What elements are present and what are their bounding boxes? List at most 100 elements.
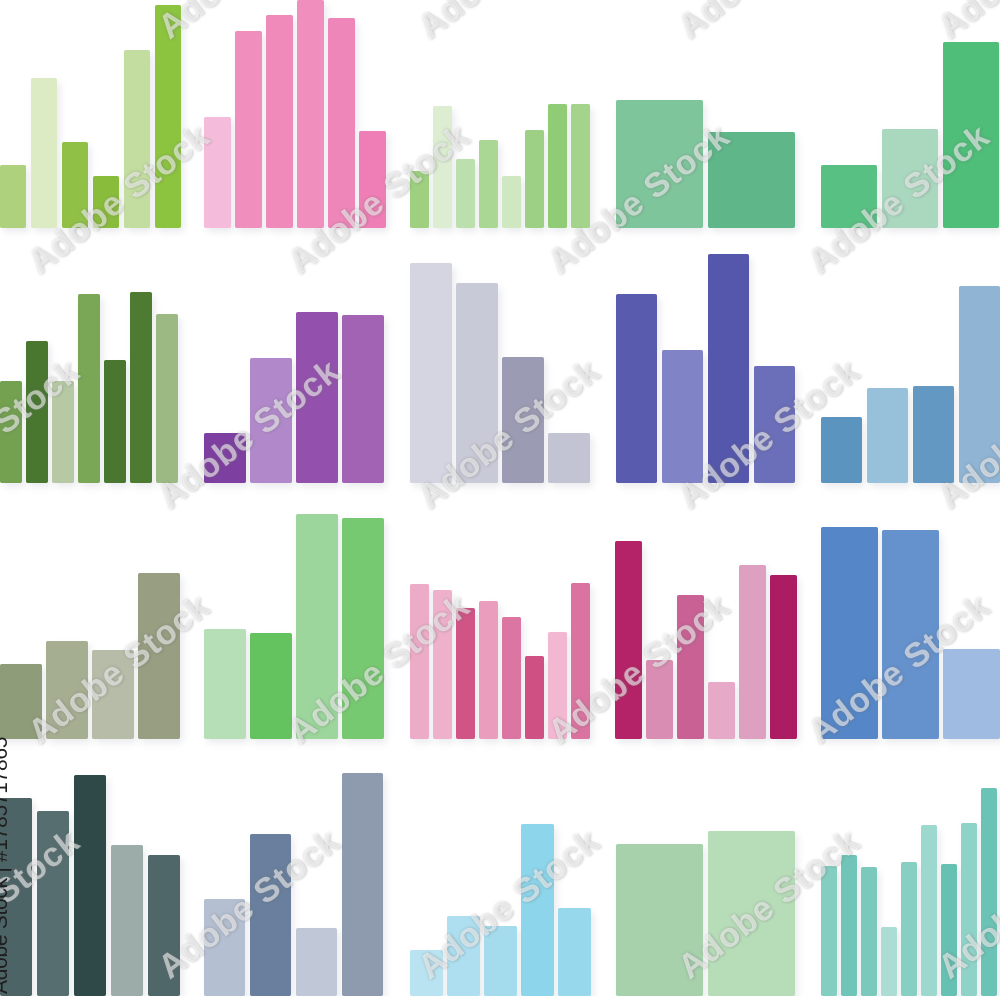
bar [821, 417, 862, 483]
bar [961, 823, 977, 996]
bar [548, 632, 567, 739]
bar [677, 595, 704, 739]
bar [155, 5, 181, 228]
bar [861, 867, 877, 996]
bar [52, 381, 74, 483]
bar [410, 950, 443, 996]
bar [296, 514, 338, 739]
bar [901, 862, 917, 996]
bar [941, 864, 957, 996]
bar [479, 601, 498, 739]
bar [111, 845, 143, 996]
bar [342, 773, 383, 996]
bar [882, 530, 939, 739]
bar [921, 825, 937, 996]
bar [156, 314, 178, 483]
bar [882, 129, 938, 228]
bar [708, 132, 795, 228]
bar [525, 130, 544, 228]
bar [130, 292, 152, 483]
bar [410, 263, 452, 483]
bar [266, 15, 293, 228]
teal-wide-chart [616, 0, 795, 228]
bar [92, 650, 134, 739]
bar [616, 294, 657, 483]
bar [296, 928, 337, 996]
bar [821, 165, 877, 228]
bar [447, 916, 480, 996]
bar [410, 584, 429, 739]
bar [616, 100, 703, 228]
bar [615, 541, 642, 739]
bar [250, 358, 292, 483]
blue-gray-chart [204, 736, 383, 996]
magenta-chart [615, 479, 797, 739]
bar [558, 908, 591, 996]
bar [204, 629, 246, 739]
bar [646, 660, 673, 739]
bar [359, 131, 386, 228]
bar [867, 388, 908, 483]
bar [62, 142, 88, 228]
bar [456, 159, 475, 228]
bar [502, 617, 521, 739]
bar [250, 834, 291, 996]
bar [754, 366, 795, 483]
bar [0, 664, 42, 739]
bar [410, 171, 429, 228]
bar [296, 312, 338, 483]
bar [456, 283, 498, 483]
bar [548, 104, 567, 228]
bar [433, 106, 452, 228]
bar [342, 315, 384, 483]
bar [479, 140, 498, 228]
bar [708, 682, 735, 739]
bar [571, 583, 590, 739]
bar [74, 775, 106, 996]
bright-green-chart [204, 479, 384, 739]
steel-blue-chart [821, 223, 1000, 483]
green-chart [821, 0, 999, 228]
bar [0, 165, 26, 228]
bar [881, 927, 897, 996]
sky-cyan-chart [410, 736, 591, 996]
pale-green-wide-chart [616, 736, 795, 996]
bar [959, 286, 1000, 483]
blue-chart [821, 479, 1000, 739]
bar [502, 357, 544, 483]
teal-narrow-chart [821, 736, 997, 996]
bar [739, 565, 766, 739]
bar [138, 573, 180, 739]
bar [46, 641, 88, 739]
dark-slate-chart [0, 736, 180, 996]
bar [616, 844, 703, 996]
bar [708, 254, 749, 483]
bar [484, 926, 517, 996]
yellow-green-chart [0, 0, 181, 228]
bar [708, 831, 795, 996]
bar [571, 104, 590, 228]
bar [943, 42, 999, 228]
bar [297, 0, 324, 228]
lavender-gray-chart [410, 223, 590, 483]
bar [37, 811, 69, 996]
bar [31, 78, 57, 228]
bar [104, 360, 126, 483]
bar [124, 50, 150, 228]
light-green-chart [410, 0, 590, 228]
pink-chart [204, 0, 386, 228]
dark-green-chart [0, 223, 178, 483]
bar [250, 633, 292, 739]
bar [502, 176, 521, 228]
bar [981, 788, 997, 996]
bar [148, 855, 180, 996]
bar [342, 518, 384, 739]
bar [78, 294, 100, 483]
bar [93, 176, 119, 228]
bar [204, 433, 246, 483]
purple-chart [204, 223, 384, 483]
bar [770, 575, 797, 739]
bar [204, 899, 245, 996]
bar [328, 18, 355, 228]
